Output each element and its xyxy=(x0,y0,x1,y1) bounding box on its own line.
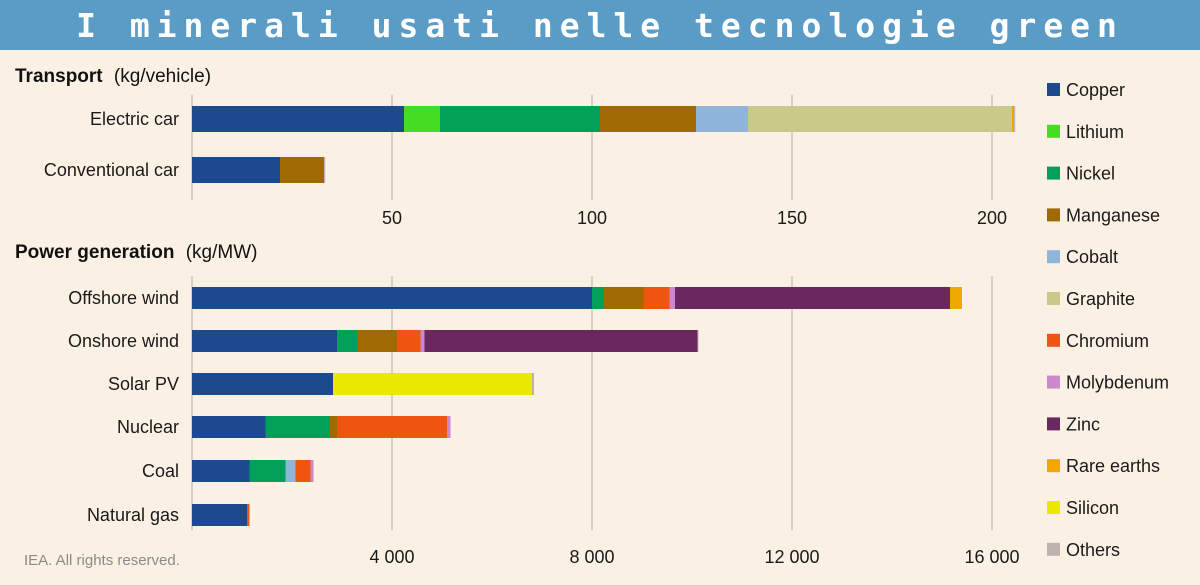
legend-swatch-copper xyxy=(1047,83,1060,96)
category-label-offshore-wind: Offshore wind xyxy=(68,288,179,308)
category-label-electric-car: Electric car xyxy=(90,109,179,129)
legend-swatch-rare-earths xyxy=(1047,459,1060,473)
bar-segment-onshore-wind-molybdenum xyxy=(420,330,425,352)
legend-label-cobalt: Cobalt xyxy=(1066,247,1118,267)
power-generation-chart: 4 000 8 000 12 000 16 000 Offshore wind Onsho… xyxy=(68,276,1020,567)
bar-segment-natural-gas-copper xyxy=(192,504,247,526)
bar-segment-natural-gas-chromium xyxy=(247,504,250,526)
legend-label-silicon: Silicon xyxy=(1066,498,1119,518)
category-label-onshore-wind: Onshore wind xyxy=(68,331,179,351)
bar-segment-nuclear-nickel xyxy=(265,416,330,438)
x-tick-label: 100 xyxy=(577,208,607,228)
x-tick-label: 150 xyxy=(777,208,807,228)
bar-segment-coal-copper xyxy=(192,460,250,482)
bar-segment-offshore-wind-rare-earths xyxy=(950,287,962,309)
bar-segment-offshore-wind-zinc xyxy=(675,287,950,309)
legend-swatch-silicon xyxy=(1047,501,1060,514)
bar-segment-solar-pv-silicon xyxy=(333,373,532,395)
legend-label-zinc: Zinc xyxy=(1066,414,1100,434)
legend-label-chromium: Chromium xyxy=(1066,331,1149,351)
bar-segment-nuclear-copper xyxy=(192,416,266,438)
category-label-coal: Coal xyxy=(142,461,179,481)
legend-swatch-nickel xyxy=(1047,166,1060,180)
bar-segment-nuclear-manganese xyxy=(329,416,337,438)
legend-label-graphite: Graphite xyxy=(1066,289,1135,309)
bar-segment-onshore-wind-nickel xyxy=(337,330,357,352)
legend-label-nickel: Nickel xyxy=(1066,164,1115,184)
x-tick-label: 50 xyxy=(382,208,402,228)
bar-segment-conventional-car-manganese xyxy=(280,157,324,183)
bar-segment-coal-cobalt xyxy=(285,460,296,482)
bar-segment-coal-chromium xyxy=(295,460,311,482)
x-tick-label: 12 000 xyxy=(764,547,819,567)
category-label-conventional-car: Conventional car xyxy=(44,160,179,180)
legend-swatch-zinc xyxy=(1047,417,1060,431)
bar-segment-electric-car-graphite xyxy=(748,106,1012,132)
bar-segment-coal-molybdenum xyxy=(310,460,314,482)
bar-segment-offshore-wind-manganese xyxy=(604,287,644,309)
legend-label-rare-earths: Rare earths xyxy=(1066,456,1160,476)
bar-segment-conventional-car-copper xyxy=(192,157,280,183)
bar-segment-nuclear-chromium xyxy=(337,416,447,438)
legend-label-copper: Copper xyxy=(1066,80,1125,100)
legend: Copper Lithium Nickel Manganese Cobalt Graphi… xyxy=(1047,80,1169,560)
bar-segment-solar-pv-others xyxy=(532,373,534,395)
bar-segment-offshore-wind-chromium xyxy=(643,287,670,309)
legend-label-lithium: Lithium xyxy=(1066,122,1124,142)
x-tick-label: 4 000 xyxy=(369,547,414,567)
bar-segment-conventional-car-others xyxy=(324,157,326,183)
page-title: I minerali usati nelle tecnologie green xyxy=(76,5,1124,45)
bar-segment-onshore-wind-manganese xyxy=(357,330,397,352)
transport-section-title: Transport (kg/vehicle) xyxy=(15,66,211,87)
bar-segment-electric-car-others xyxy=(1014,106,1016,132)
x-tick-label: 16 000 xyxy=(964,547,1019,567)
bar-segment-solar-pv-copper xyxy=(192,373,333,395)
bar-segment-onshore-wind-copper xyxy=(192,330,337,352)
x-tick-label: 8 000 xyxy=(569,547,614,567)
category-label-solar-pv: Solar PV xyxy=(108,374,179,394)
bar-segment-electric-car-rare-earths xyxy=(1012,106,1014,132)
legend-label-molybdenum: Molybdenum xyxy=(1066,373,1169,393)
bar-segment-onshore-wind-chromium xyxy=(397,330,421,352)
transport-title-unit: (kg/vehicle) xyxy=(114,66,211,87)
legend-swatch-lithium xyxy=(1047,124,1060,138)
transport-chart: 50 100 150 200 Electric car Conventional car xyxy=(44,95,1016,228)
legend-swatch-molybdenum xyxy=(1047,375,1060,389)
power-title-bold: Power generation xyxy=(15,242,174,263)
bar-segment-onshore-wind-others xyxy=(697,330,699,352)
category-label-nuclear: Nuclear xyxy=(117,417,179,437)
title-bar: I minerali usati nelle tecnologie green xyxy=(0,0,1200,50)
bar-segment-offshore-wind-nickel xyxy=(592,287,604,309)
legend-label-manganese: Manganese xyxy=(1066,205,1160,225)
legend-swatch-cobalt xyxy=(1047,250,1060,264)
bar-segment-offshore-wind-copper xyxy=(192,287,592,309)
category-label-natural-gas: Natural gas xyxy=(87,505,179,525)
bar-segment-coal-nickel xyxy=(249,460,286,482)
transport-title-bold: Transport xyxy=(15,66,103,87)
legend-swatch-chromium xyxy=(1047,333,1060,347)
legend-swatch-manganese xyxy=(1047,208,1060,222)
bar-segment-electric-car-copper xyxy=(192,106,404,132)
bar-segment-electric-car-nickel xyxy=(440,106,600,132)
bar-segment-electric-car-cobalt xyxy=(696,106,748,132)
power-section-title: Power generation (kg/MW) xyxy=(15,242,257,263)
footer-text: IEA. All rights reserved. xyxy=(24,552,180,569)
legend-label-others: Others xyxy=(1066,540,1120,560)
power-title-unit: (kg/MW) xyxy=(186,242,258,263)
legend-swatch-graphite xyxy=(1047,292,1060,305)
bar-segment-electric-car-manganese xyxy=(600,106,696,132)
x-tick-label: 200 xyxy=(977,208,1007,228)
bar-segment-offshore-wind-molybdenum xyxy=(669,287,675,309)
bar-segment-nuclear-molybdenum xyxy=(447,416,451,438)
bar-segment-onshore-wind-zinc xyxy=(424,330,698,352)
legend-swatch-others xyxy=(1047,542,1060,556)
bar-segment-electric-car-lithium xyxy=(404,106,440,132)
